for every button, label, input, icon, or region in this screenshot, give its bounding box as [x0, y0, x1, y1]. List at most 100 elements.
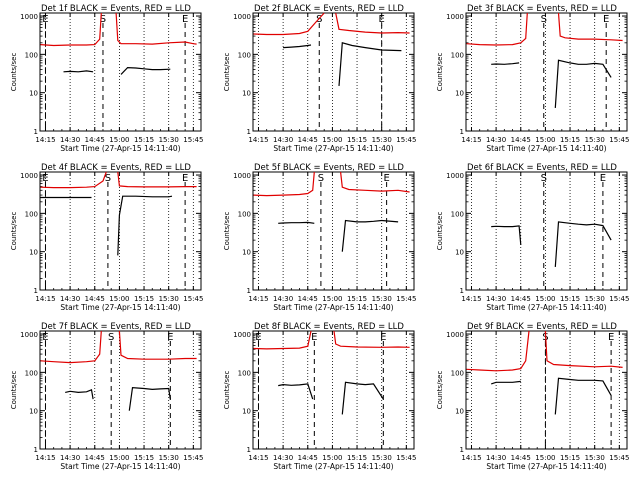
x-tick-label: 14:30: [60, 295, 80, 303]
y-tick-label: 1: [247, 287, 251, 295]
series-events-segment-1: [491, 225, 522, 245]
chart-panel-3: 14:15 14:30 14:45 15:00 15:15 15:30 15:45 1 10 10…: [436, 4, 629, 153]
y-tick-label: 100: [451, 210, 464, 218]
series-events-segment-1: [65, 388, 94, 400]
x-tick-label: 14:15: [461, 295, 481, 303]
y-tick-label: 100: [25, 210, 38, 218]
x-tick-label: 14:45: [511, 136, 531, 144]
y-tick-label: 1: [247, 446, 251, 454]
x-tick-label: 15:45: [183, 454, 203, 462]
chart-panel-7: 14:15 14:30 14:45 15:00 15:15 15:30 15:45 1 10 10…: [10, 322, 203, 471]
marker-label: E: [255, 332, 261, 343]
y-axis-label: Counts/sec: [436, 53, 444, 92]
x-tick-label: 15:45: [183, 295, 203, 303]
series-lld-segment-1: [40, 171, 107, 189]
marker-label: E: [42, 173, 48, 184]
y-tick-label: 100: [238, 51, 251, 59]
series-events-segment-2: [554, 221, 612, 267]
x-tick-label: 14:15: [461, 136, 481, 144]
x-tick-label: 14:30: [273, 295, 293, 303]
chart-title: Det 5f BLACK = Events, RED = LLD: [254, 163, 404, 173]
x-tick-label: 14:15: [35, 454, 55, 462]
y-tick-label: 1000: [20, 331, 38, 339]
x-tick-label: 14:15: [35, 136, 55, 144]
series-lld-segment-2: [335, 12, 410, 34]
x-tick-label: 15:45: [396, 136, 416, 144]
x-tick-label: 14:15: [248, 295, 268, 303]
plot-frame: [39, 171, 202, 291]
series-lld-segment-2: [333, 330, 410, 348]
y-tick-label: 10: [242, 408, 251, 416]
series-events-segment-1: [278, 383, 314, 400]
marker-label: E: [167, 332, 173, 343]
x-tick-label: 15:00: [109, 136, 129, 144]
x-axis-label: Start Time (27-Apr-15 14:11:40): [486, 462, 606, 471]
y-axis-label: Counts/sec: [223, 212, 231, 251]
plot-frame: [252, 330, 415, 450]
x-tick-label: 15:00: [109, 295, 129, 303]
x-tick-label: 15:15: [134, 454, 154, 462]
x-tick-label: 14:30: [486, 136, 506, 144]
y-tick-label: 1000: [233, 13, 251, 21]
x-tick-label: 14:15: [35, 295, 55, 303]
y-tick-label: 10: [29, 249, 38, 257]
marker-label: E: [42, 332, 48, 343]
y-axis-label: Counts/sec: [10, 212, 18, 251]
x-tick-label: 15:45: [609, 454, 629, 462]
x-tick-label: 15:00: [535, 136, 555, 144]
x-tick-label: 14:15: [248, 454, 268, 462]
marker-label: S: [541, 14, 547, 25]
x-tick-label: 15:30: [585, 454, 605, 462]
series-events-segment-1: [63, 70, 94, 73]
y-tick-label: 1: [460, 287, 464, 295]
x-tick-label: 15:15: [134, 295, 154, 303]
y-tick-label: 100: [25, 51, 38, 59]
chart-title: Det 9f BLACK = Events, RED = LLD: [467, 322, 617, 332]
y-tick-label: 10: [242, 90, 251, 98]
marker-label: S: [105, 173, 111, 184]
x-tick-label: 14:45: [298, 295, 318, 303]
x-tick-label: 15:30: [372, 295, 392, 303]
x-tick-label: 15:45: [609, 136, 629, 144]
x-tick-label: 14:45: [511, 295, 531, 303]
x-tick-label: 14:45: [511, 454, 531, 462]
series-lld-segment-2: [117, 171, 197, 188]
plot-frame: [39, 330, 202, 450]
marker-label: E: [379, 14, 385, 25]
series-events-segment-2: [554, 377, 612, 415]
x-axis-label: Start Time (27-Apr-15 14:11:40): [486, 303, 606, 312]
chart-panel-4: 14:15 14:30 14:45 15:00 15:15 15:30 15:45 1 10 10…: [10, 163, 203, 312]
x-tick-label: 15:30: [585, 295, 605, 303]
x-tick-label: 15:15: [560, 136, 580, 144]
chart-title: Det 3f BLACK = Events, RED = LLD: [467, 4, 617, 14]
x-tick-label: 15:00: [322, 295, 342, 303]
series-lld-segment-2: [115, 12, 197, 45]
chart-panel-6: 14:15 14:30 14:45 15:00 15:15 15:30 15:45 1 10 10…: [436, 163, 629, 312]
y-tick-label: 100: [238, 369, 251, 377]
x-tick-label: 15:30: [585, 136, 605, 144]
plot-frame: [252, 171, 415, 291]
x-tick-label: 15:30: [159, 295, 179, 303]
series-lld-segment-2: [557, 12, 623, 42]
x-tick-label: 15:45: [609, 295, 629, 303]
y-axis-label: Counts/sec: [223, 53, 231, 92]
x-axis-label: Start Time (27-Apr-15 14:11:40): [273, 462, 393, 471]
x-tick-label: 15:00: [322, 136, 342, 144]
x-tick-label: 15:30: [372, 454, 392, 462]
x-tick-label: 15:30: [159, 136, 179, 144]
y-tick-label: 100: [238, 210, 251, 218]
y-tick-label: 1000: [233, 331, 251, 339]
series-lld-segment-1: [253, 171, 315, 197]
marker-label: E: [603, 14, 609, 25]
y-tick-label: 1: [34, 287, 38, 295]
chart-title: Det 6f BLACK = Events, RED = LLD: [467, 163, 617, 173]
chart-title: Det 1f BLACK = Events, RED = LLD: [41, 4, 191, 14]
y-tick-label: 10: [242, 249, 251, 257]
x-tick-label: 14:45: [298, 454, 318, 462]
marker-label: E: [380, 332, 386, 343]
chart-title: Det 8f BLACK = Events, RED = LLD: [254, 322, 404, 332]
marker-label: S: [316, 14, 322, 25]
series-lld-segment-2: [544, 330, 623, 368]
y-tick-label: 1000: [233, 172, 251, 180]
y-tick-label: 100: [451, 51, 464, 59]
